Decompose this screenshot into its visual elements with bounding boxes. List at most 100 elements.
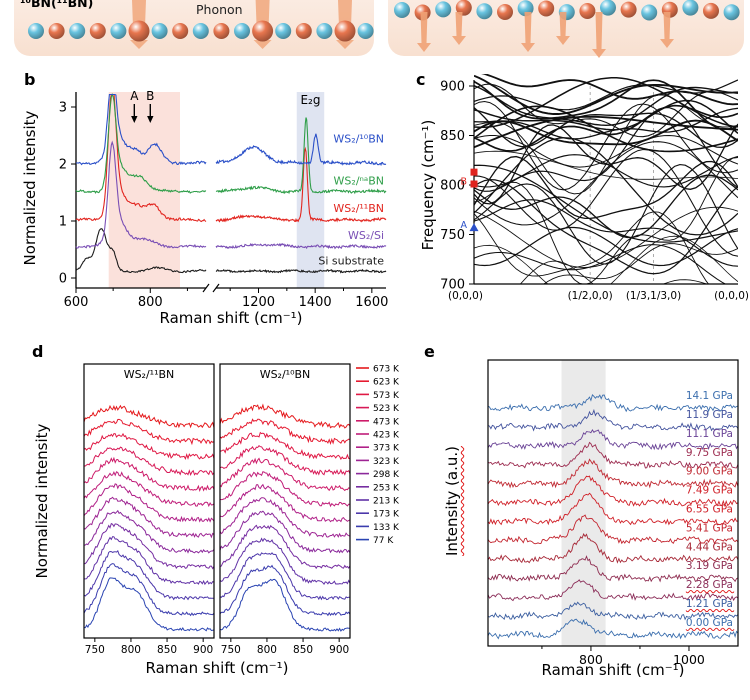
pressure-label: 3.19 GPa: [686, 560, 733, 572]
temperature-spectrum: [84, 496, 214, 539]
legend-label: 323 K: [373, 457, 400, 467]
x-tick-label: 1200: [242, 295, 275, 310]
phonon-down-arrow: [663, 12, 671, 39]
temperature-spectrum: [84, 404, 214, 429]
legend-label: 623 K: [373, 378, 400, 388]
pressure-spectrum: [488, 408, 738, 432]
plot-frame: [487, 359, 739, 647]
panel-b-xlabel: Raman shift (cm⁻¹): [159, 309, 303, 327]
spectra-group: [488, 394, 738, 640]
temperature-spectrum: [84, 456, 214, 492]
pressure-spectrum: [488, 475, 738, 508]
phonon-band: [474, 85, 738, 126]
nitrogen-atom: [600, 0, 616, 16]
phonon-down-arrow: [524, 12, 532, 43]
nitrogen-atom: [110, 23, 127, 39]
boron-atom: [89, 23, 106, 39]
peak-annotation: A: [130, 89, 139, 103]
y-tick-label: 3: [59, 101, 67, 116]
phonon-column-arrowhead: [253, 40, 272, 49]
pressure-spectrum: [488, 601, 738, 621]
pressure-spectrum: [488, 394, 738, 413]
pressure-label: 14.1 GPa: [686, 390, 733, 402]
temperature-spectrum: [220, 578, 350, 632]
phonon-band: [474, 211, 710, 284]
nitrogen-atom: [275, 23, 292, 39]
legend-label: 573 K: [373, 391, 400, 401]
phonon-band: [474, 155, 738, 220]
phonon-down-arrow: [559, 12, 567, 36]
panel-e-chart: 14.1 GPa 11.9 GPa 11.1 GPa 9.75 GPa 9.00 GPa…: [487, 359, 739, 667]
phonon-band: [474, 115, 738, 149]
temperature-spectrum: [84, 550, 214, 601]
phonon-band: [474, 100, 738, 191]
phonon-band: [474, 164, 738, 243]
pressure-spectrum: [488, 458, 738, 489]
phonon-band: [474, 99, 738, 134]
panel-a-phonon-label: Phonon: [196, 2, 243, 17]
phonon-band: [474, 244, 727, 284]
nitrogen-atom: [435, 1, 452, 18]
phonon-column-arrowhead: [130, 40, 148, 49]
phonon-band: [474, 157, 738, 284]
spectrum-curve: [75, 92, 207, 194]
mode-marker-square: [470, 168, 478, 176]
pressure-label: 11.1 GPa: [686, 428, 733, 440]
pressure-label: 7.49 GPa: [686, 485, 733, 497]
pressure-label: 11.9 GPa: [686, 409, 733, 421]
y-tick-label: 800: [440, 179, 465, 194]
phonon-band: [474, 235, 738, 284]
phonon-band: [474, 79, 738, 131]
panel-e-ylabel: Intensity (a.u.): [443, 446, 461, 556]
panel-a-isotope-label: ¹⁰BN(¹¹BN): [20, 0, 94, 10]
phonon-band: [474, 141, 738, 226]
x-tick-label: 900: [329, 644, 349, 656]
legend-label: 373 K: [373, 444, 400, 454]
phonon-band: [481, 74, 738, 106]
x-tick-label: (1/2,0,0): [568, 290, 613, 302]
pressure-label: 9.00 GPa: [686, 466, 733, 478]
legend-label: 253 K: [373, 483, 400, 493]
mode-marker-label: A: [461, 220, 468, 231]
boron-atom: [538, 0, 555, 17]
mode-marker-label: B: [460, 177, 467, 188]
y-tick-label: 2: [59, 158, 67, 173]
x-tick-label: 1600: [355, 295, 388, 310]
y-tick-label: 700: [440, 278, 465, 293]
peak-region-label: E₂g: [300, 93, 320, 107]
phonon-down-arrow: [455, 12, 463, 36]
nitrogen-atom: [234, 23, 250, 39]
panel-e-xlabel: Raman shift (cm⁻¹): [541, 661, 685, 679]
phonon-band: [474, 134, 738, 168]
spectrum-curve: [75, 93, 207, 223]
shaded-region: [296, 92, 325, 288]
panel-c-ylabel: Frequency (cm⁻¹): [419, 119, 437, 251]
squiggle-underline: [685, 608, 735, 613]
pressure-spectrum: [488, 555, 738, 583]
panel-b-letter: b: [24, 70, 36, 89]
boron-atom: [172, 23, 189, 39]
temperature-spectrum: [220, 471, 350, 508]
phonon-band: [474, 206, 738, 268]
panel-d-ylabel: Normalized intensity: [33, 423, 51, 579]
temperature-spectrum: [220, 510, 350, 554]
series-label: WS₂/Si: [348, 229, 384, 242]
panel-b-chart: E₂g 600 800 1200 1400 1600 0 1 2 3 Si substrate WS₂…: [59, 89, 389, 310]
legend-label: 213 K: [373, 497, 400, 507]
legend-label: 673 K: [373, 365, 400, 375]
nitrogen-atom: [69, 23, 86, 39]
boron-atom: [620, 1, 637, 18]
y-tick-label: 900: [440, 80, 465, 95]
x-tick-label: 850: [293, 644, 313, 656]
phonon-down-arrow: [595, 12, 603, 49]
panel-d-chart: 750 800 850 900 WS₂/¹¹BN 750 800 850 900 WS₂/¹⁰BN…: [83, 363, 400, 656]
temperature-spectrum: [220, 403, 350, 429]
spectrum-curve: [215, 146, 387, 223]
x-tick-label: 1000: [673, 652, 705, 667]
x-tick-label: 800: [257, 644, 277, 656]
legend-label: 298 K: [373, 470, 400, 480]
y-tick-label: 850: [440, 129, 465, 144]
x-tick-label: 800: [579, 652, 603, 667]
spectrum-curve: [215, 268, 387, 274]
x-tick-label: 900: [193, 644, 213, 656]
